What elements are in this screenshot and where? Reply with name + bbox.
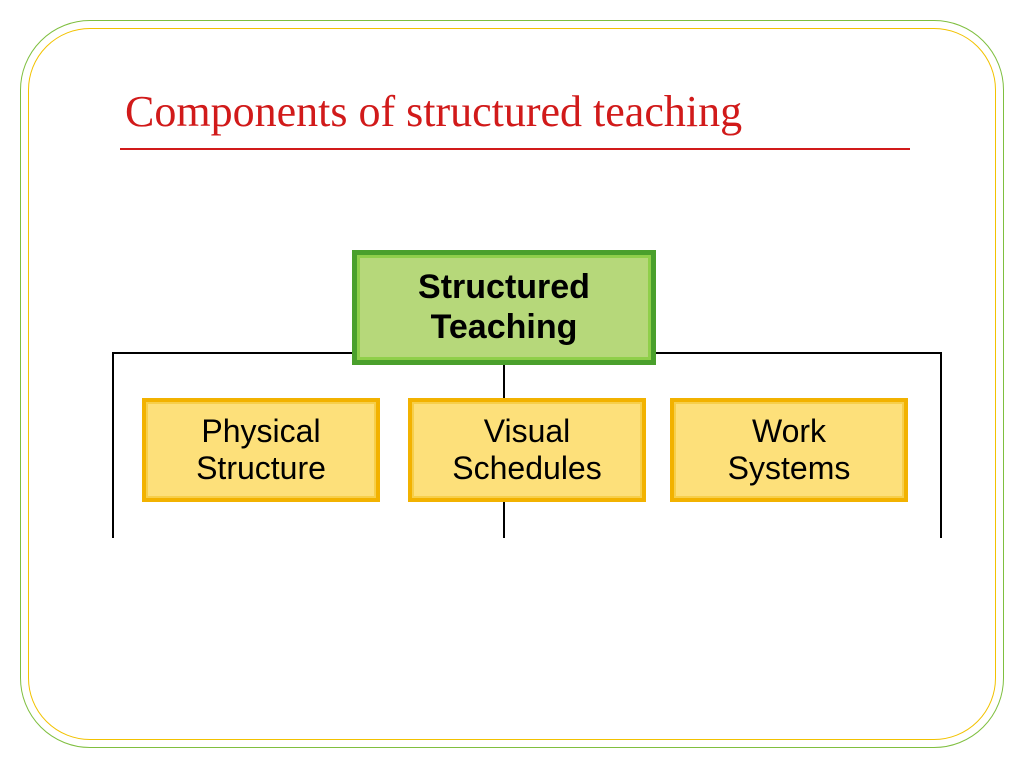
child-box-label: Physical Structure [196, 413, 326, 487]
slide-title: Components of structured teaching [125, 86, 742, 137]
child-box-label: Visual Schedules [452, 413, 601, 487]
root-box-inner: Structured Teaching [357, 255, 651, 360]
child-box-work-inner: Work Systems [674, 402, 904, 498]
slide-title-underline [120, 148, 910, 150]
child-box-physical: Physical Structure [142, 398, 380, 502]
root-box-label: Structured Teaching [418, 268, 590, 346]
org-frame-left [112, 352, 114, 538]
org-frame-right [940, 352, 942, 538]
child-box-label: Work Systems [728, 413, 851, 487]
slide: Components of structured teaching Struct… [0, 0, 1024, 768]
root-box-outer: Structured Teaching [352, 250, 656, 365]
child-box-visual-inner: Visual Schedules [412, 402, 642, 498]
child-box-physical-inner: Physical Structure [146, 402, 376, 498]
child-box-work: Work Systems [670, 398, 908, 502]
child-box-visual: Visual Schedules [408, 398, 646, 502]
